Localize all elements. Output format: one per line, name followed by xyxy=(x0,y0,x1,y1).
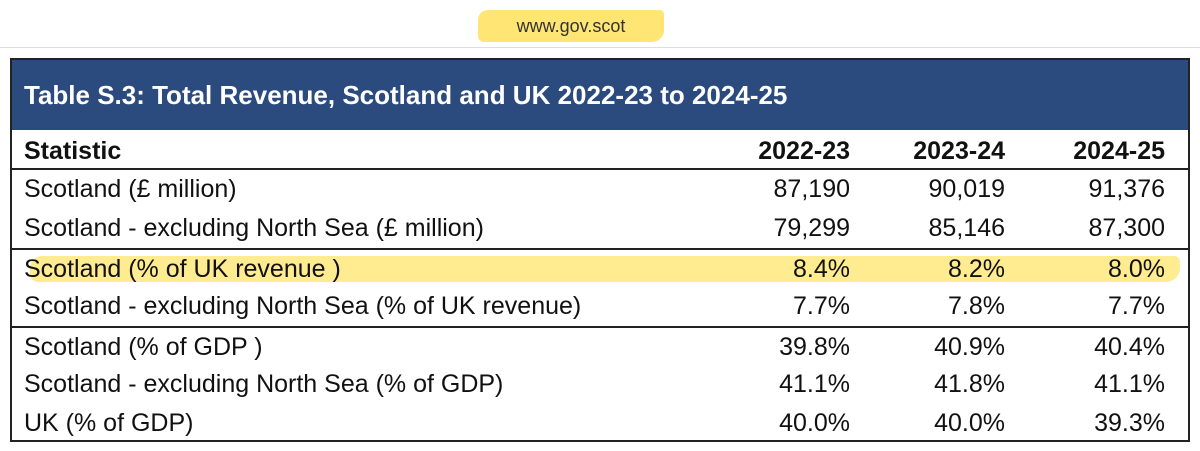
cell-value: 8.0% xyxy=(1108,255,1165,283)
cell-value: 40.9% xyxy=(934,333,1005,361)
cell-value: 87,300 xyxy=(1088,214,1165,242)
cell-value: 85,146 xyxy=(928,214,1005,242)
row-label: Scotland (% of GDP ) xyxy=(24,333,263,361)
cell-value: 91,376 xyxy=(1088,175,1165,203)
cell-value: 41.8% xyxy=(934,370,1005,398)
row-label: Scotland - excluding North Sea (£ millio… xyxy=(24,214,484,242)
cell-value: 7.7% xyxy=(793,292,850,320)
divider xyxy=(0,47,1200,48)
column-header: 2023-24 xyxy=(913,137,1005,165)
table: Table S.3: Total Revenue, Scotland and U… xyxy=(10,58,1190,442)
source-url: www.gov.scot xyxy=(516,16,626,36)
row-label: Scotland (% of UK revenue ) xyxy=(24,255,341,283)
table-row: Scotland (% of GDP ) 39.8% 40.9% 40.4% xyxy=(12,326,1188,367)
table-row: Scotland (£ million) 87,190 90,019 91,376 xyxy=(12,170,1188,209)
cell-value: 40.0% xyxy=(779,409,850,437)
header-row: Statistic 2022-23 2023-24 2024-25 xyxy=(12,132,1188,170)
highlight xyxy=(478,10,664,42)
cell-value: 39.8% xyxy=(779,333,850,361)
table-row: Scotland - excluding North Sea (£ millio… xyxy=(12,209,1188,248)
cell-value: 8.4% xyxy=(793,255,850,283)
cell-value: 7.8% xyxy=(948,292,1005,320)
table-row: Scotland - excluding North Sea (% of UK … xyxy=(12,287,1188,326)
row-label: Scotland (£ million) xyxy=(24,175,237,203)
table-row: Scotland (% of UK revenue ) 8.4% 8.2% 8.0% xyxy=(12,248,1188,289)
cell-value: 40.0% xyxy=(934,409,1005,437)
cell-value: 8.2% xyxy=(948,255,1005,283)
cell-value: 39.3% xyxy=(1094,409,1165,437)
cell-value: 41.1% xyxy=(1094,370,1165,398)
cell-value: 79,299 xyxy=(773,214,850,242)
column-header: 2022-23 xyxy=(758,137,850,165)
title-bar: Table S.3: Total Revenue, Scotland and U… xyxy=(12,60,1188,130)
highlight xyxy=(30,256,1180,282)
column-header: 2024-25 xyxy=(1073,137,1165,165)
column-header: Statistic xyxy=(24,137,122,165)
cell-value: 7.7% xyxy=(1108,292,1165,320)
cell-value: 40.4% xyxy=(1094,333,1165,361)
table-title: Table S.3: Total Revenue, Scotland and U… xyxy=(24,80,788,110)
table-row: Scotland - excluding North Sea (% of GDP… xyxy=(12,365,1188,404)
row-label: UK (% of GDP) xyxy=(24,409,194,437)
cell-value: 41.1% xyxy=(779,370,850,398)
row-label: Scotland - excluding North Sea (% of UK … xyxy=(24,292,582,320)
row-label: Scotland - excluding North Sea (% of GDP… xyxy=(24,370,504,398)
cell-value: 90,019 xyxy=(928,175,1005,203)
table-row: UK (% of GDP) 40.0% 40.0% 39.3% xyxy=(12,404,1188,443)
cell-value: 87,190 xyxy=(773,175,850,203)
